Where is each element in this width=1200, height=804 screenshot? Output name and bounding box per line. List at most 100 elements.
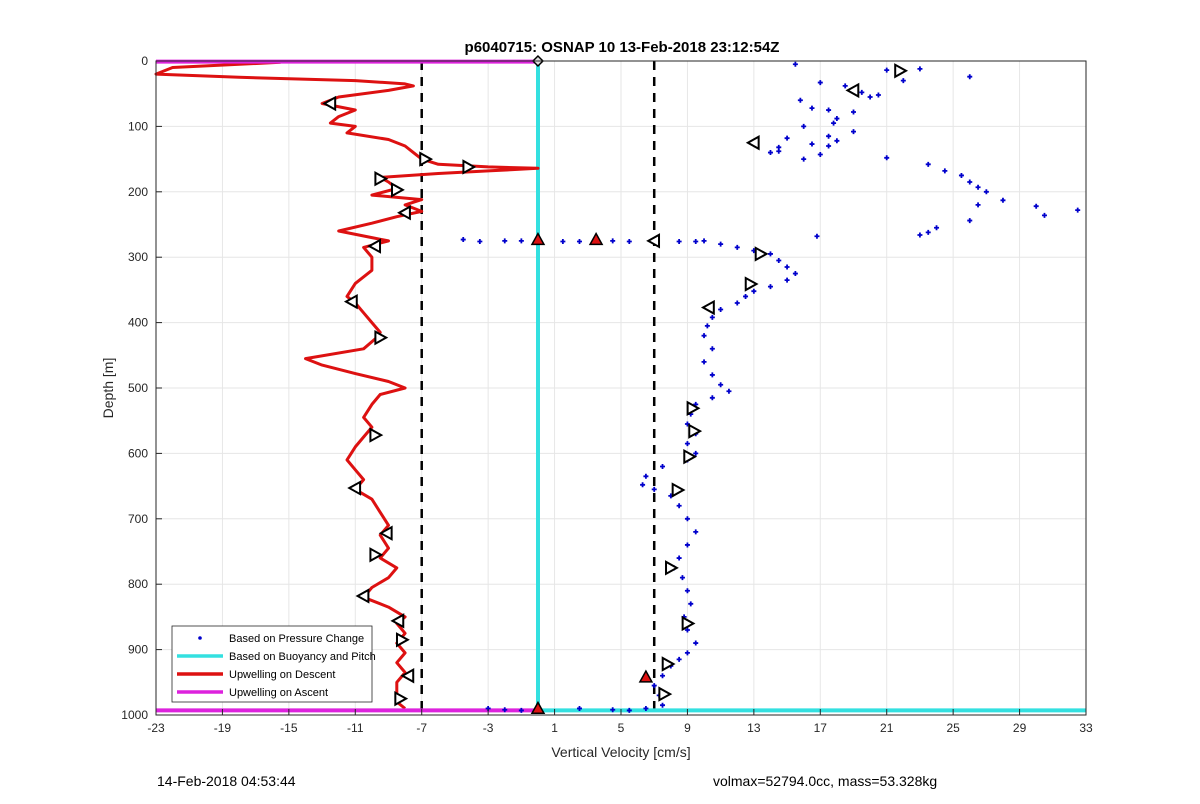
- x-tick-label: -19: [214, 721, 232, 735]
- data-point: [975, 202, 981, 208]
- y-tick-label: 800: [128, 577, 148, 591]
- data-point: [684, 542, 690, 548]
- triangle-marker: [745, 135, 760, 151]
- x-tick-label: 5: [618, 721, 625, 735]
- data-point: [1000, 197, 1006, 203]
- legend-label: Upwelling on Ascent: [229, 687, 328, 699]
- data-point: [701, 238, 707, 244]
- data-point: [767, 251, 773, 257]
- data-point: [676, 656, 682, 662]
- series-line: [156, 59, 538, 713]
- data-point: [709, 346, 715, 352]
- data-point: [884, 67, 890, 73]
- data-point: [709, 372, 715, 378]
- data-point: [1075, 207, 1081, 213]
- data-point: [734, 244, 740, 250]
- triangle-marker: [374, 329, 389, 346]
- triangle-marker: [744, 276, 759, 292]
- triangle-marker: [369, 427, 384, 443]
- triangle-marker: [686, 400, 701, 416]
- data-point: [784, 135, 790, 141]
- data-point: [967, 218, 973, 224]
- x-tick-label: 21: [880, 721, 894, 735]
- data-point: [718, 382, 724, 388]
- triangle-marker: [400, 668, 415, 684]
- triangle-marker: [343, 293, 358, 310]
- legend-label: Based on Buoyancy and Pitch: [229, 651, 376, 663]
- data-point: [726, 388, 732, 394]
- x-tick-label: 25: [946, 721, 960, 735]
- data-point: [925, 229, 931, 235]
- triangle-marker: [683, 448, 698, 465]
- y-tick-label: 900: [128, 643, 148, 657]
- data-point: [502, 707, 508, 713]
- x-tick-label: 17: [814, 721, 828, 735]
- data-point: [643, 705, 649, 711]
- y-tick-label: 600: [128, 446, 148, 460]
- x-tick-label: 1: [551, 721, 558, 735]
- data-point: [693, 239, 699, 245]
- data-point: [784, 277, 790, 283]
- triangle-marker: [700, 299, 715, 316]
- data-point: [560, 239, 566, 245]
- triangle-marker: [369, 547, 384, 563]
- y-tick-label: 700: [128, 512, 148, 526]
- data-point: [975, 184, 981, 190]
- data-point: [851, 129, 856, 135]
- y-ticks: 0 100 200 300 400 500 600 700 800 900 1000: [121, 54, 162, 722]
- data-point: [801, 156, 807, 162]
- series-line: [154, 60, 540, 710]
- y-tick-label: 300: [128, 250, 148, 264]
- data-point: [925, 161, 931, 167]
- data-point: [734, 300, 740, 306]
- data-point: [1041, 212, 1047, 218]
- data-point: [776, 148, 782, 154]
- data-point: [518, 707, 524, 713]
- triangle-marker: [322, 95, 337, 112]
- data-point: [576, 239, 582, 245]
- data-point: [477, 239, 483, 245]
- triangle-marker: [355, 588, 370, 604]
- data-point: [684, 516, 690, 522]
- filled-triangle-marker: [638, 669, 654, 683]
- data-point: [967, 179, 973, 185]
- triangle-marker: [462, 159, 477, 175]
- x-ticks: -23 -19 -15 -11 -7 -3 1 5 9 13 17 21 25 29 33: [147, 709, 1093, 735]
- x-axis-label: Vertical Velocity [cm/s]: [551, 744, 690, 760]
- reference-lines: [420, 61, 656, 715]
- data-point: [817, 80, 823, 86]
- data-point: [834, 138, 840, 144]
- data-point: [660, 702, 666, 708]
- data-point: [814, 233, 820, 239]
- y-tick-label: 1000: [121, 708, 148, 722]
- footer-volmax-mass: volmax=52794.0cc, mass=53.328kg: [713, 773, 938, 789]
- legend-swatch: [198, 636, 202, 640]
- data-point: [767, 284, 773, 290]
- x-tick-label: 29: [1013, 721, 1027, 735]
- data-point: [610, 707, 616, 713]
- triangle-marker: [845, 82, 860, 99]
- x-tick-label: 33: [1079, 721, 1093, 735]
- data-point: [784, 264, 790, 270]
- data-point: [826, 133, 832, 139]
- data-point: [684, 441, 690, 447]
- triangle-marker: [397, 205, 411, 221]
- data-point: [518, 238, 524, 244]
- data-point: [684, 650, 690, 656]
- data-point: [693, 450, 699, 456]
- x-tick-label: -11: [347, 721, 364, 735]
- data-point: [651, 486, 657, 492]
- triangle-marker: [347, 480, 362, 496]
- triangle-marker: [395, 632, 410, 648]
- data-point: [693, 529, 699, 535]
- triangle-marker: [394, 690, 409, 707]
- data-point: [859, 89, 865, 95]
- data-point: [900, 78, 906, 84]
- data-point: [1033, 203, 1039, 209]
- data-point: [792, 61, 798, 67]
- data-point: [684, 627, 690, 633]
- data-point: [660, 673, 666, 679]
- data-point: [502, 238, 508, 244]
- triangle-marker: [754, 246, 769, 262]
- triangle-marker: [671, 482, 686, 498]
